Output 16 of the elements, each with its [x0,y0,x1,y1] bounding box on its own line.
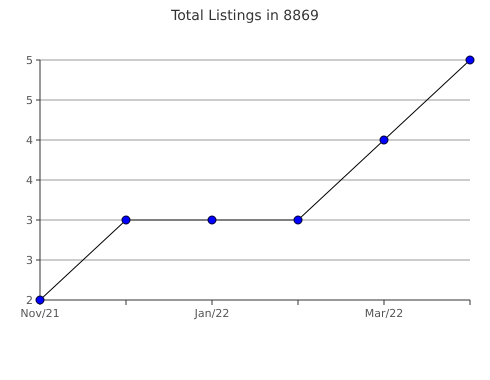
y-tick-label: 3 [26,254,33,267]
point [466,56,474,64]
y-tick-label: 4 [26,174,33,187]
point [208,216,216,224]
x-tick-label: Mar/22 [364,307,404,320]
point [294,216,302,224]
point [122,216,130,224]
point [380,136,388,144]
y-tick-label: 3 [26,214,33,227]
chart-title: Total Listings in 8869 [170,8,319,24]
y-tick-label: 4 [26,134,33,147]
x-tick-label: Jan/22 [194,307,230,320]
x-tick-label: Nov/21 [20,307,60,320]
y-tick-label: 5 [26,54,33,67]
y-tick-label: 2 [26,294,33,307]
y-tick-label: 5 [26,94,33,107]
